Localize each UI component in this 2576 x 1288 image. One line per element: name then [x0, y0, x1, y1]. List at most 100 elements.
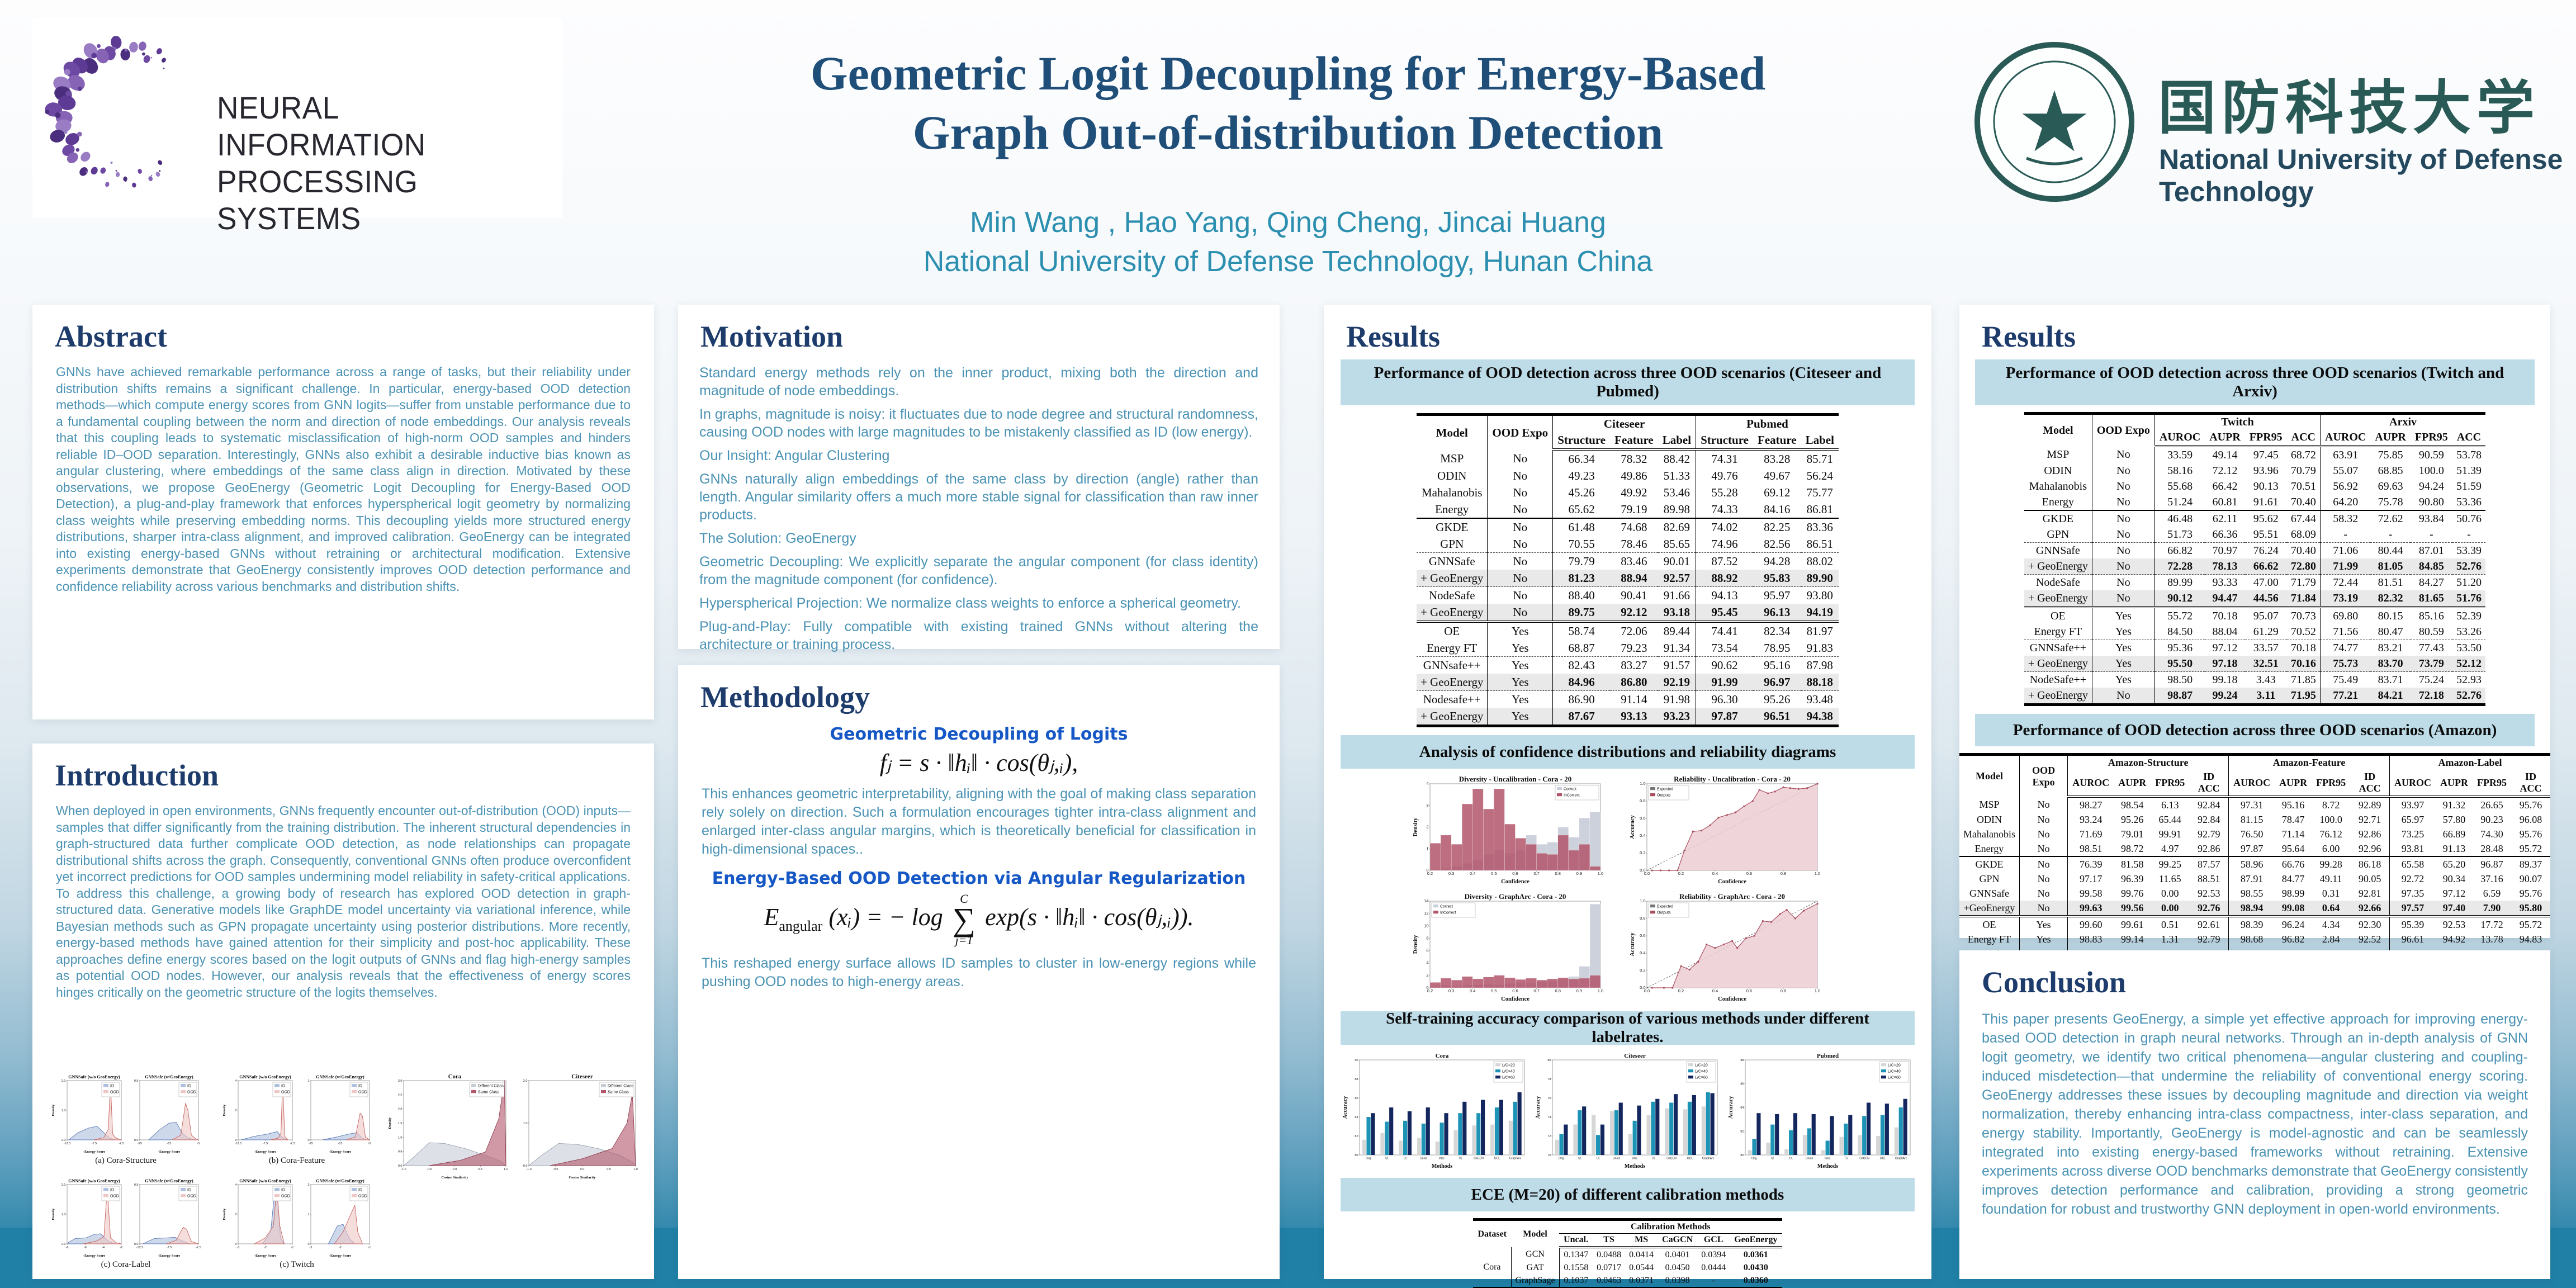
- table-cell: Energy: [1417, 501, 1488, 518]
- svg-text:TS: TS: [1651, 1157, 1655, 1161]
- abstract-heading: Abstract: [55, 320, 167, 353]
- table-cell: Yes: [1487, 640, 1554, 657]
- table-cell: 0.0463: [1597, 1275, 1622, 1285]
- table-row: GraphSage 0.1037 0.0463 0.0371 0.0398 - 0.0360: [1473, 1274, 1782, 1287]
- table-cell: No: [2092, 542, 2155, 558]
- table-cell: 73.25: [2401, 828, 2425, 840]
- section-title-confidence: Analysis of confidence distributions and…: [1341, 735, 1915, 769]
- authors: Min Wang , Hao Yang, Qing Cheng, Jincai …: [970, 206, 1606, 239]
- table-cell: 78.46: [1621, 537, 1647, 551]
- sub-column-header: AUPR: [2114, 770, 2151, 798]
- svg-text:InCorrect: InCorrect: [1440, 911, 1456, 915]
- column-header: Model: [1417, 414, 1488, 449]
- svg-text:Same Class: Same Class: [478, 1091, 499, 1095]
- table-cell: 97.87: [2240, 842, 2264, 854]
- table-cell: 71.06: [2320, 542, 2371, 558]
- table-cell: OE: [1959, 915, 2020, 932]
- table-cell: 92.19: [1658, 674, 1697, 691]
- table-cell: 74.31: [1711, 452, 1738, 466]
- table-cell: 95.72: [2519, 842, 2542, 854]
- table-cell: 80.15: [2370, 606, 2411, 624]
- sub-column-header: ACC: [2452, 430, 2486, 447]
- table-cell: 68.85: [2378, 464, 2403, 477]
- table-cell: + GeoEnergy: [1417, 708, 1488, 726]
- table-cell: 53.39: [2452, 542, 2486, 558]
- table-cell: Yes: [2092, 624, 2155, 640]
- table-cell: 90.34: [2442, 873, 2466, 884]
- svg-text:0.0: 0.0: [1640, 868, 1645, 873]
- table-cell: 93.80: [1801, 586, 1839, 604]
- table-cell: 49.92: [1621, 485, 1647, 499]
- table-cell: 88.42: [1658, 449, 1697, 467]
- table-cell: 71.85: [2286, 671, 2321, 688]
- svg-text:0.8: 0.8: [1555, 871, 1561, 876]
- table-citeseer-pubmed: Model OOD Expo Citeseer Pubmed Structure Feat…: [1324, 413, 1931, 727]
- density-plot-cora-feature-w: GNNSafe (w/GeoEnergy) -25 -15 -5 0 1 -Energy S…: [299, 1072, 372, 1154]
- nudt-english-name: National University of Defense Technolog…: [2159, 144, 2563, 207]
- table-cell: 55.07: [2333, 464, 2359, 477]
- table-cell: +GeoEnergy: [1959, 901, 2020, 916]
- density-plot-twitch-w: GNNSafe (w/GeoEnergy) -3 -2 -1 0 1 2 -Energy Sc…: [299, 1176, 372, 1258]
- table-cell: 93.13: [1621, 709, 1647, 723]
- table-row: Mahalanobis No 71.69 79.01 99.91 92.79 76.50 71…: [1959, 827, 2550, 841]
- table-cell: 70.79: [2286, 463, 2321, 479]
- svg-text:0.0: 0.0: [580, 1168, 585, 1171]
- svg-text:1.0: 1.0: [1598, 988, 1603, 993]
- page-title: Geometric Logit Decoupling for Energy-Ba…: [701, 44, 1875, 162]
- section-title-selftraining: Self-training accuracy comparison of var…: [1341, 1010, 1915, 1046]
- table-cell: 71.84: [2286, 590, 2321, 607]
- svg-text:0: 0: [235, 1139, 236, 1142]
- table-cell: 33.59: [2167, 448, 2193, 461]
- svg-text:Accuracy: Accuracy: [1536, 1096, 1541, 1119]
- svg-text:GCL: GCL: [1880, 1157, 1886, 1161]
- table-cell: 72.44: [2320, 574, 2371, 590]
- svg-text:0.0: 0.0: [61, 1139, 66, 1142]
- table-cell: 88.92: [1711, 571, 1738, 585]
- svg-text:2: 2: [235, 1109, 236, 1112]
- table-cell: 91.61: [2253, 495, 2279, 508]
- svg-text:Expected: Expected: [1657, 788, 1673, 792]
- table-cell: 51.76: [2456, 591, 2482, 604]
- svg-text:-2: -2: [264, 1246, 267, 1249]
- table-cell: 0.0450: [1665, 1262, 1690, 1272]
- table-cell: 79.19: [1621, 502, 1647, 516]
- table-cell: 92.89: [2350, 797, 2390, 812]
- title-line2: Graph Out-of-distribution Detection: [912, 106, 1664, 159]
- column-header: Dataset: [1478, 1229, 1507, 1239]
- table-cell: 82.69: [1658, 518, 1697, 536]
- svg-text:TS: TS: [1844, 1157, 1848, 1161]
- table-cell: No: [2019, 841, 2068, 856]
- svg-text:Different Class: Different Class: [608, 1085, 633, 1088]
- table-cell: 13.78: [2480, 933, 2503, 945]
- table-row: GKDE No 61.48 74.68 82.69 74.02 82.25 83.36: [1417, 518, 1839, 536]
- table-cell: 4.34: [2312, 915, 2351, 932]
- table-cell: 90.07: [2519, 873, 2542, 884]
- table-cell: No: [1487, 586, 1554, 604]
- svg-text:Outputs: Outputs: [1657, 911, 1671, 915]
- svg-text:1: 1: [307, 1213, 309, 1216]
- sub-column-header: AUROC: [2389, 770, 2436, 798]
- table-cell: No: [2019, 886, 2068, 901]
- table-row: NodeSafe No 89.99 93.33 47.00 71.79 72.44 81.51…: [2024, 574, 2486, 590]
- table-cell: 85.16: [2410, 606, 2452, 624]
- svg-text:0.0: 0.0: [523, 1164, 528, 1168]
- svg-text:ID: ID: [281, 1188, 285, 1192]
- svg-text:-1: -1: [368, 1246, 371, 1249]
- table-cell: Yes: [1487, 690, 1554, 708]
- svg-text:0.0: 0.0: [1640, 985, 1645, 990]
- svg-text:1.0: 1.0: [61, 1109, 66, 1112]
- svg-text:ID: ID: [281, 1085, 285, 1088]
- table-cell: 78.47: [2281, 813, 2305, 825]
- svg-text:-1: -1: [291, 1246, 294, 1249]
- svg-text:Union: Union: [1420, 1157, 1427, 1161]
- results-right-panel: Results Performance of OOD detection acr…: [1959, 305, 2550, 978]
- table-cell: 0.0430: [1743, 1262, 1768, 1272]
- svg-text:-4: -4: [102, 1246, 105, 1249]
- svg-text:2: 2: [235, 1213, 236, 1216]
- table-cell: GNNSafe: [2024, 542, 2092, 558]
- svg-text:72: 72: [1547, 1135, 1551, 1138]
- selftrain-bar-chart-citeseer: Citeseer 70 72 74 76 78 80 Methods Accuracy Orig.…: [1536, 1052, 1720, 1169]
- svg-text:Cora: Cora: [448, 1073, 462, 1080]
- svg-text:-Energy Score: -Energy Score: [158, 1150, 181, 1154]
- table-cell: 81.15: [2240, 813, 2264, 825]
